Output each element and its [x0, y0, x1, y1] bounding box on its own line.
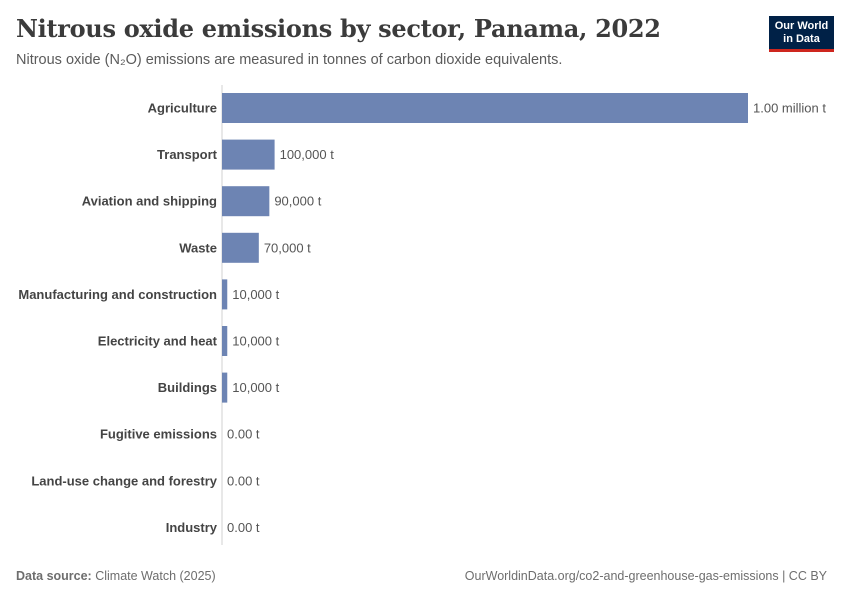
value-label: 90,000 t [274, 194, 321, 209]
value-label: 100,000 t [280, 147, 335, 162]
value-label: 0.00 t [227, 427, 260, 442]
category-label: Manufacturing and construction [18, 287, 217, 302]
category-label: Land-use change and forestry [31, 473, 217, 488]
logo-line-2: in Data [783, 33, 820, 45]
category-label: Agriculture [148, 101, 217, 116]
category-label: Waste [179, 240, 217, 255]
category-label: Buildings [158, 380, 217, 395]
value-label: 0.00 t [227, 473, 260, 488]
bar[interactable] [222, 232, 259, 263]
data-source: Data source: Climate Watch (2025) [16, 569, 216, 583]
data-source-label: Data source: [16, 569, 92, 583]
category-label: Electricity and heat [98, 334, 218, 349]
bar[interactable] [222, 139, 275, 170]
value-label: 1.00 million t [753, 101, 826, 116]
chart-subtitle: Nitrous oxide (N₂O) emissions are measur… [16, 52, 563, 68]
category-label: Aviation and shipping [82, 194, 217, 209]
bar[interactable] [222, 93, 748, 123]
value-label: 10,000 t [232, 334, 279, 349]
bar[interactable] [222, 372, 228, 403]
value-label: 0.00 t [227, 520, 260, 535]
category-label: Industry [166, 520, 218, 535]
bar[interactable] [222, 186, 270, 217]
chart-title: Nitrous oxide emissions by sector, Panam… [16, 14, 661, 43]
source-url-license[interactable]: OurWorldinData.org/co2-and-greenhouse-ga… [464, 569, 827, 583]
logo-line-1: Our World [774, 20, 829, 32]
value-label: 10,000 t [232, 380, 279, 395]
data-source-link[interactable]: Climate Watch (2025) [95, 569, 216, 583]
value-label: 10,000 t [232, 287, 279, 302]
value-label: 70,000 t [264, 240, 311, 255]
bar[interactable] [222, 326, 228, 356]
bar[interactable] [222, 279, 228, 310]
category-label: Transport [157, 147, 218, 162]
category-label: Fugitive emissions [100, 427, 217, 442]
owid-logo[interactable]: Our World in Data [769, 16, 834, 52]
bar-chart: Agriculture 1.00 million t Transport 100,00… [18, 85, 826, 545]
